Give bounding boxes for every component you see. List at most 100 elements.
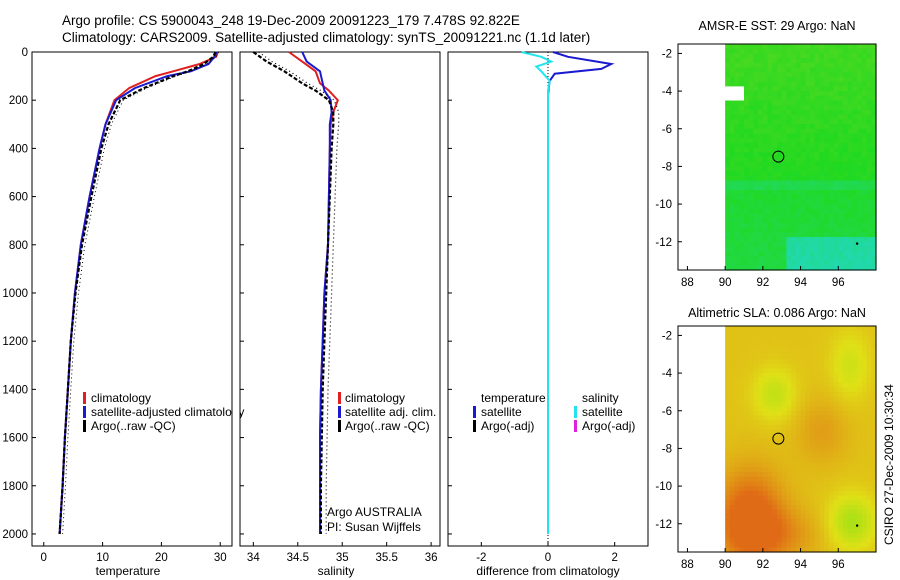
heatmap-cell [744,133,750,139]
heatmap-cell [819,453,825,459]
heatmap-cell [810,396,816,402]
heatmap-cell [791,265,797,271]
heatmap-cell [748,81,755,87]
heatmap-cell [824,194,830,200]
heatmap-cell [871,255,877,262]
heatmap-cell [857,208,863,215]
heatmap-cell [824,340,830,346]
heatmap-cell [748,344,755,351]
heatmap-cell [814,194,821,200]
heatmap-cell [758,490,764,497]
heatmap-cell [725,547,731,553]
heatmap-cell [786,128,792,135]
heatmap-cell [748,434,755,440]
heatmap-cell [725,95,731,102]
heatmap-cell [758,44,764,50]
heatmap-cell [810,237,816,243]
heatmap-cell [852,185,858,191]
heatmap-cell [852,335,858,341]
heatmap-cell [795,481,802,487]
heatmap-cell [781,208,788,215]
heatmap-cell [795,81,802,87]
heatmap-cell [852,486,858,492]
heatmap-cell [744,326,750,332]
heatmap-cell [725,344,731,351]
heatmap-cell [786,368,792,374]
heatmap-cell [843,251,849,257]
heatmap-cell [814,232,821,238]
heatmap-cell [857,537,863,544]
heatmap-cell [824,429,830,435]
heatmap-cell [810,481,816,487]
heatmap-cell [828,415,835,421]
heatmap-cell [810,391,816,398]
heatmap-cell [843,373,849,379]
heatmap-cell [843,377,849,384]
heatmap-cell [800,514,806,520]
heatmap-cell [725,76,731,83]
heatmap-cell [748,439,755,445]
heatmap-cell [871,420,877,426]
heatmap-cell [852,166,858,172]
heatmap-cell [753,265,759,271]
heatmap-cell [819,547,825,553]
heatmap-cell [767,189,773,196]
heatmap-cell [852,377,858,384]
heatmap-cell [861,175,868,182]
heatmap-cell [871,495,877,501]
heatmap-cell [739,180,745,186]
heatmap-cell [762,189,769,196]
heatmap-cell [824,406,830,412]
heatmap-cell [828,237,835,243]
heatmap-cell [824,443,830,450]
heatmap-cell [772,76,778,83]
heatmap-cell [838,429,844,435]
heatmap-cell [861,523,868,530]
heatmap-cell [847,509,854,515]
heatmap-cell [786,326,792,332]
heatmap-cell [828,62,835,69]
heatmap-cell [857,67,863,73]
heatmap-cell [786,138,792,144]
heatmap-cell [857,420,863,426]
heatmap-cell [847,533,854,539]
heatmap-cell [852,152,858,158]
heatmap-cell [852,354,858,360]
heatmap-cell [828,81,835,87]
heatmap-cell [772,119,778,125]
heatmap-cell [777,415,783,421]
heatmap-cell [824,251,830,257]
heatmap-cell [805,340,811,346]
heatmap-cell [777,439,783,445]
heatmap-cell [824,439,830,445]
heatmap-cell [866,420,872,426]
heatmap-cell [843,105,849,111]
heatmap-cell [762,128,769,135]
heatmap-cell [871,523,877,530]
heatmap-cell [819,429,825,435]
heatmap-cell [739,542,745,548]
heatmap-cell [824,533,830,539]
heatmap-cell [838,124,844,130]
heatmap-cell [814,439,821,445]
heatmap-cell [772,448,778,454]
heatmap-cell [843,265,849,271]
heatmap-cell [800,344,806,351]
heatmap-cell [861,481,868,487]
heatmap-cell [833,260,839,266]
heatmap-cell [805,166,811,172]
heatmap-cell [734,237,740,243]
heatmap-cell [838,142,844,149]
heatmap-cell [729,58,736,64]
heatmap-cell [852,105,858,111]
heatmap-cell [729,424,736,431]
heatmap-cell [833,194,839,200]
heatmap-cell [725,157,731,163]
heatmap-cell [748,486,755,492]
heatmap-cell [758,358,764,365]
heatmap-cell [791,453,797,459]
heatmap-cell [786,481,792,487]
heatmap-cell [767,476,773,482]
legend-swatch-sal-argo [574,420,577,432]
heatmap-cell [814,237,821,243]
